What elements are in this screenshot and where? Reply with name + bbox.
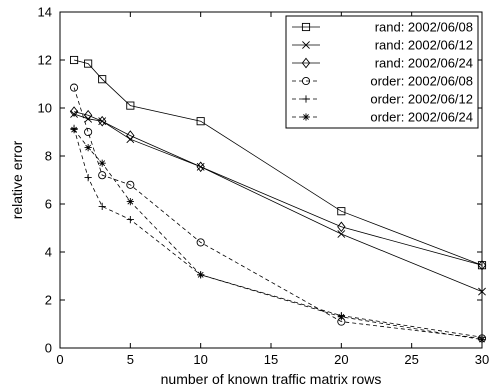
x-tick-label: 25 bbox=[404, 352, 418, 367]
y-tick-label: 0 bbox=[45, 341, 52, 356]
legend-marker bbox=[302, 113, 309, 120]
x-tick-label: 10 bbox=[193, 352, 207, 367]
legend-label: rand: 2002/06/08 bbox=[375, 20, 473, 35]
y-tick-label: 2 bbox=[45, 293, 52, 308]
legend-label: order: 2002/06/12 bbox=[370, 92, 473, 107]
legend: rand: 2002/06/08 rand: 2002/06/12 rand: 20… bbox=[286, 16, 478, 128]
legend-label: rand: 2002/06/24 bbox=[375, 56, 473, 71]
legend-label: order: 2002/06/24 bbox=[370, 110, 473, 125]
data-point bbox=[99, 160, 106, 167]
y-tick-label: 8 bbox=[45, 149, 52, 164]
data-point bbox=[338, 313, 345, 320]
data-point bbox=[85, 144, 92, 151]
data-point bbox=[70, 126, 77, 133]
x-tick-label: 15 bbox=[264, 352, 278, 367]
y-tick-label: 12 bbox=[38, 53, 52, 68]
x-tick-label: 5 bbox=[127, 352, 134, 367]
data-point bbox=[478, 336, 485, 343]
x-tick-label: 0 bbox=[56, 352, 63, 367]
y-tick-label: 10 bbox=[38, 101, 52, 116]
x-tick-label: 30 bbox=[475, 352, 489, 367]
data-point bbox=[127, 198, 134, 205]
x-tick-label: 20 bbox=[334, 352, 348, 367]
y-tick-label: 4 bbox=[45, 245, 52, 260]
y-tick-label: 6 bbox=[45, 197, 52, 212]
y-axis-label: relative error bbox=[9, 140, 25, 219]
legend-label: rand: 2002/06/12 bbox=[375, 38, 473, 53]
data-point bbox=[197, 271, 204, 278]
y-tick-label: 14 bbox=[38, 5, 52, 20]
legend-label: order: 2002/06/08 bbox=[370, 74, 473, 89]
x-axis-label: number of known traffic matrix rows bbox=[161, 371, 382, 387]
